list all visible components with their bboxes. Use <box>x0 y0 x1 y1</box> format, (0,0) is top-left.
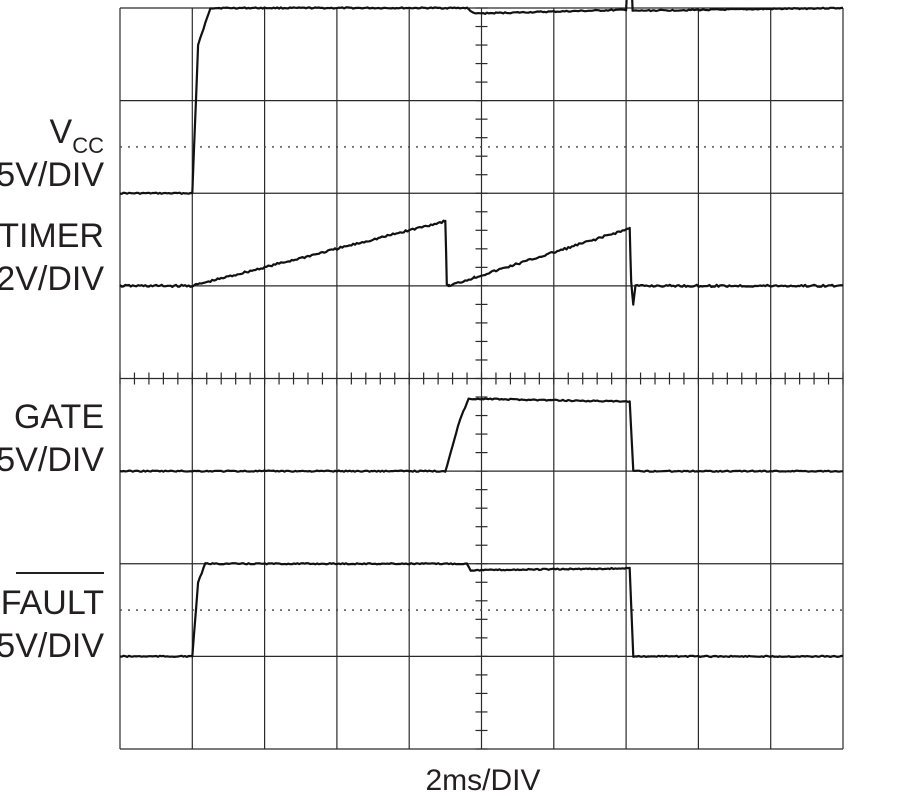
trace-gate <box>119 397 843 473</box>
gate-scale-label: 5V/DIV <box>0 441 104 479</box>
trace-v-cc <box>119 0 844 195</box>
trace-timer <box>119 219 844 306</box>
vcc-label: VCC <box>50 113 105 158</box>
trace-fault <box>119 562 844 659</box>
timer-label: TIMER <box>0 217 104 255</box>
waveform-traces <box>119 0 844 659</box>
vcc-scale-label: 5V/DIV <box>0 156 104 194</box>
timer-scale-label: 2V/DIV <box>0 260 104 298</box>
graticule <box>119 7 844 750</box>
gate-label: GATE <box>14 398 104 436</box>
fault-label: FAULT <box>1 584 104 622</box>
fault-scale-label: 5V/DIV <box>0 627 104 665</box>
x-axis-label: 2ms/DIV <box>425 764 540 796</box>
channel-labels: VCC 5V/DIV TIMER 2V/DIV GATE 5V/DIV FAUL… <box>0 113 541 796</box>
